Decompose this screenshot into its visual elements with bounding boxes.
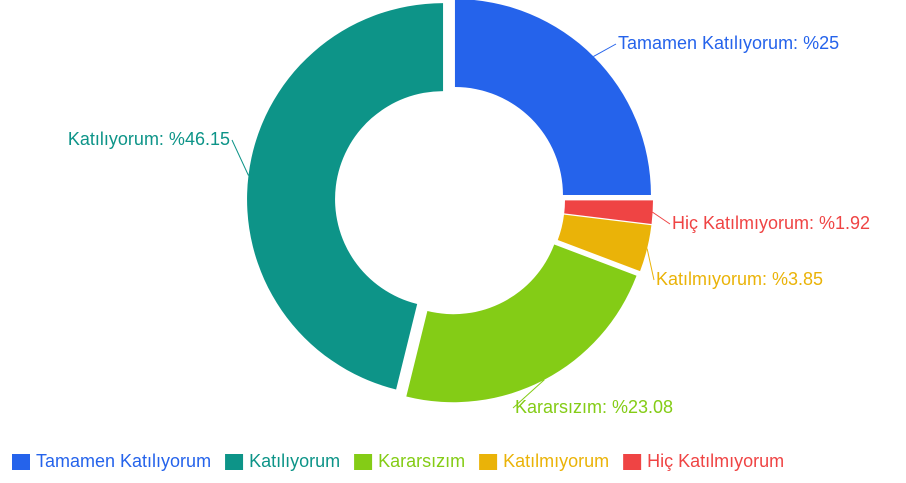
legend-swatch [12, 454, 30, 470]
legend-swatch [354, 454, 373, 470]
legend-swatch [479, 454, 498, 470]
legend-label: Katılıyorum [249, 451, 340, 471]
leader-line [593, 43, 617, 57]
data-label: Katılıyorum: %46.15 [68, 129, 230, 149]
legend-label: Hiç Katılmıyorum [647, 451, 784, 471]
donut-slice [406, 244, 637, 403]
legend-swatch [225, 454, 244, 470]
leader-line [646, 248, 655, 281]
data-label: Kararsızım: %23.08 [515, 397, 673, 417]
data-label: Tamamen Katılıyorum: %25 [618, 33, 839, 53]
data-label: Katılmıyorum: %3.85 [656, 269, 823, 289]
data-label: Hiç Katılmıyorum: %1.92 [672, 213, 870, 233]
legend-label: Katılmıyorum [503, 451, 609, 471]
legend-label: Kararsızım [378, 451, 465, 471]
legend-label: Tamamen Katılıyorum [36, 451, 211, 471]
donut-slice [247, 3, 444, 390]
legend-swatch [623, 454, 642, 470]
leader-line [231, 139, 249, 176]
donut-slice [557, 214, 652, 272]
donut-slice [454, 0, 651, 196]
leader-line [652, 211, 671, 225]
leader-line [512, 379, 545, 409]
donut-slice [564, 200, 653, 225]
